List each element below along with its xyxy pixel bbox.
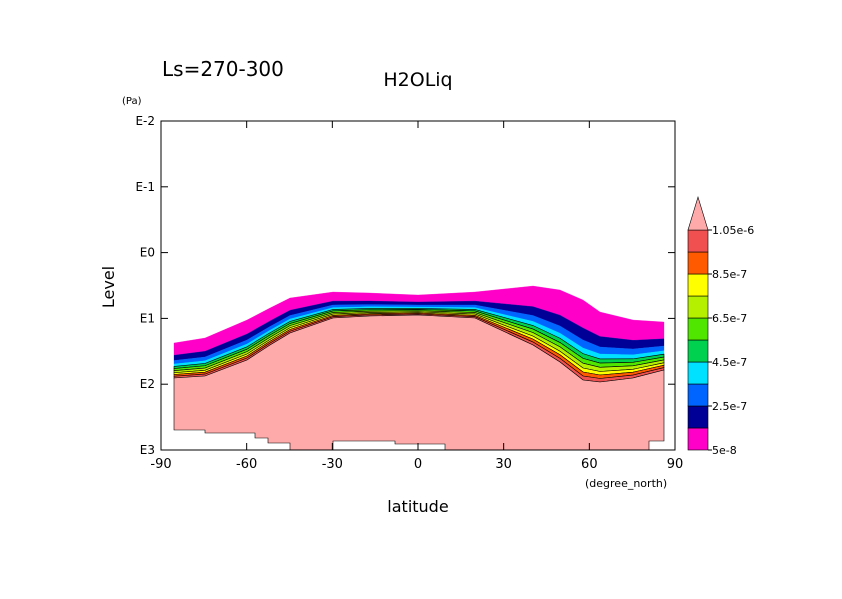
y-unit: (Pa) (122, 96, 142, 107)
x-tick-label: 60 (581, 457, 598, 472)
x-tick-label: 90 (667, 457, 684, 472)
colorbar-label: 4.5e-7 (712, 356, 747, 369)
colorbar-box (687, 273, 709, 297)
y-axis-label: Level (99, 266, 118, 308)
colorbar-label: 6.5e-7 (712, 312, 747, 325)
y-tick-label: E3 (140, 443, 155, 457)
colorbar-label: 8.5e-7 (712, 268, 747, 281)
y-tick-label: E-1 (135, 180, 155, 194)
chart-title: H2OLiq (383, 69, 452, 91)
colorbar-extend (687, 195, 709, 231)
colorbar-box (687, 295, 709, 319)
x-tick-label: -90 (150, 457, 171, 472)
y-tick-label: E0 (140, 246, 155, 260)
colorbar-box (687, 339, 709, 363)
x-axis-label: latitude (387, 497, 448, 516)
colorbar-label: 5e-8 (712, 444, 737, 457)
subtitle: Ls=270-300 (162, 57, 284, 81)
colorbar-label: 2.5e-7 (712, 400, 747, 413)
x-tick-label: -60 (236, 457, 257, 472)
colorbar-box (687, 405, 709, 429)
colorbar-box (687, 361, 709, 385)
colorbar-box (687, 251, 709, 275)
y-tick-label: E-2 (135, 114, 155, 128)
x-tick-label: 30 (495, 457, 512, 472)
colorbar-box (687, 383, 709, 407)
colorbar-box (687, 229, 709, 253)
x-tick-label: 0 (414, 457, 422, 472)
colorbar-label: 1.05e-6 (712, 224, 754, 237)
x-unit: (degree_north) (585, 477, 667, 490)
x-tick-label: -30 (322, 457, 343, 472)
plot-area (173, 285, 665, 451)
y-tick-label: E1 (140, 311, 155, 325)
y-tick-label: E2 (140, 377, 155, 391)
saturated-region (173, 314, 665, 451)
colorbar-box (687, 317, 709, 341)
colorbar-box (687, 427, 709, 451)
